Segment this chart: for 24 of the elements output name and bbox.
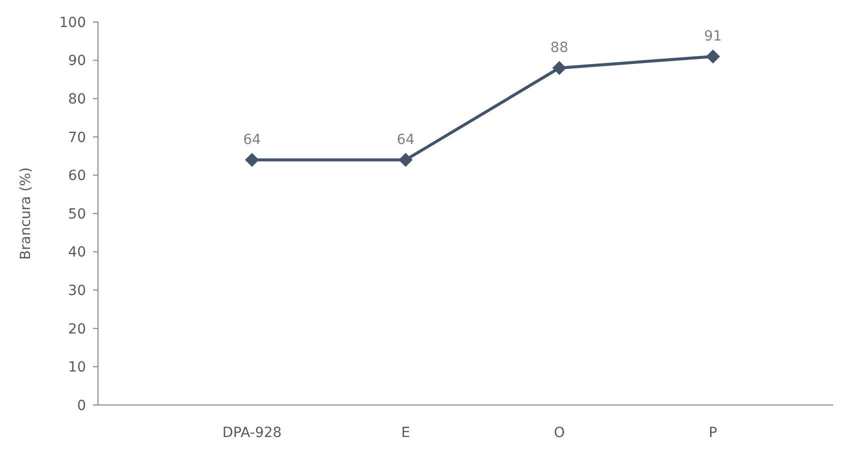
x-tick-label: P: [708, 425, 718, 441]
y-tick-label: 80: [68, 92, 86, 108]
y-tick-label: 60: [68, 168, 86, 184]
y-tick-label: 90: [68, 53, 86, 70]
data-label: 64: [396, 132, 415, 148]
point: [245, 152, 259, 167]
y-tick-label: 30: [68, 283, 86, 299]
point: [398, 152, 413, 167]
y-tick-label: 50: [68, 206, 86, 222]
y-tick-label: 70: [68, 130, 86, 146]
y-tick-label: 20: [68, 321, 86, 338]
y-tick-label: 0: [77, 398, 86, 414]
data-label: 88: [550, 40, 568, 56]
point: [706, 49, 720, 64]
y-tick-label: 40: [68, 244, 86, 261]
x-tick-label: E: [401, 425, 410, 441]
data-label: 91: [704, 28, 722, 44]
data-label: 64: [243, 132, 261, 148]
y-tick-label: 10: [68, 360, 86, 376]
y-axis-title: Brancura (%): [18, 167, 34, 260]
x-tick-label: O: [554, 425, 565, 441]
x-tick-label: DPA-928: [222, 425, 282, 441]
point: [552, 60, 566, 75]
y-tick-label: 100: [59, 14, 86, 31]
